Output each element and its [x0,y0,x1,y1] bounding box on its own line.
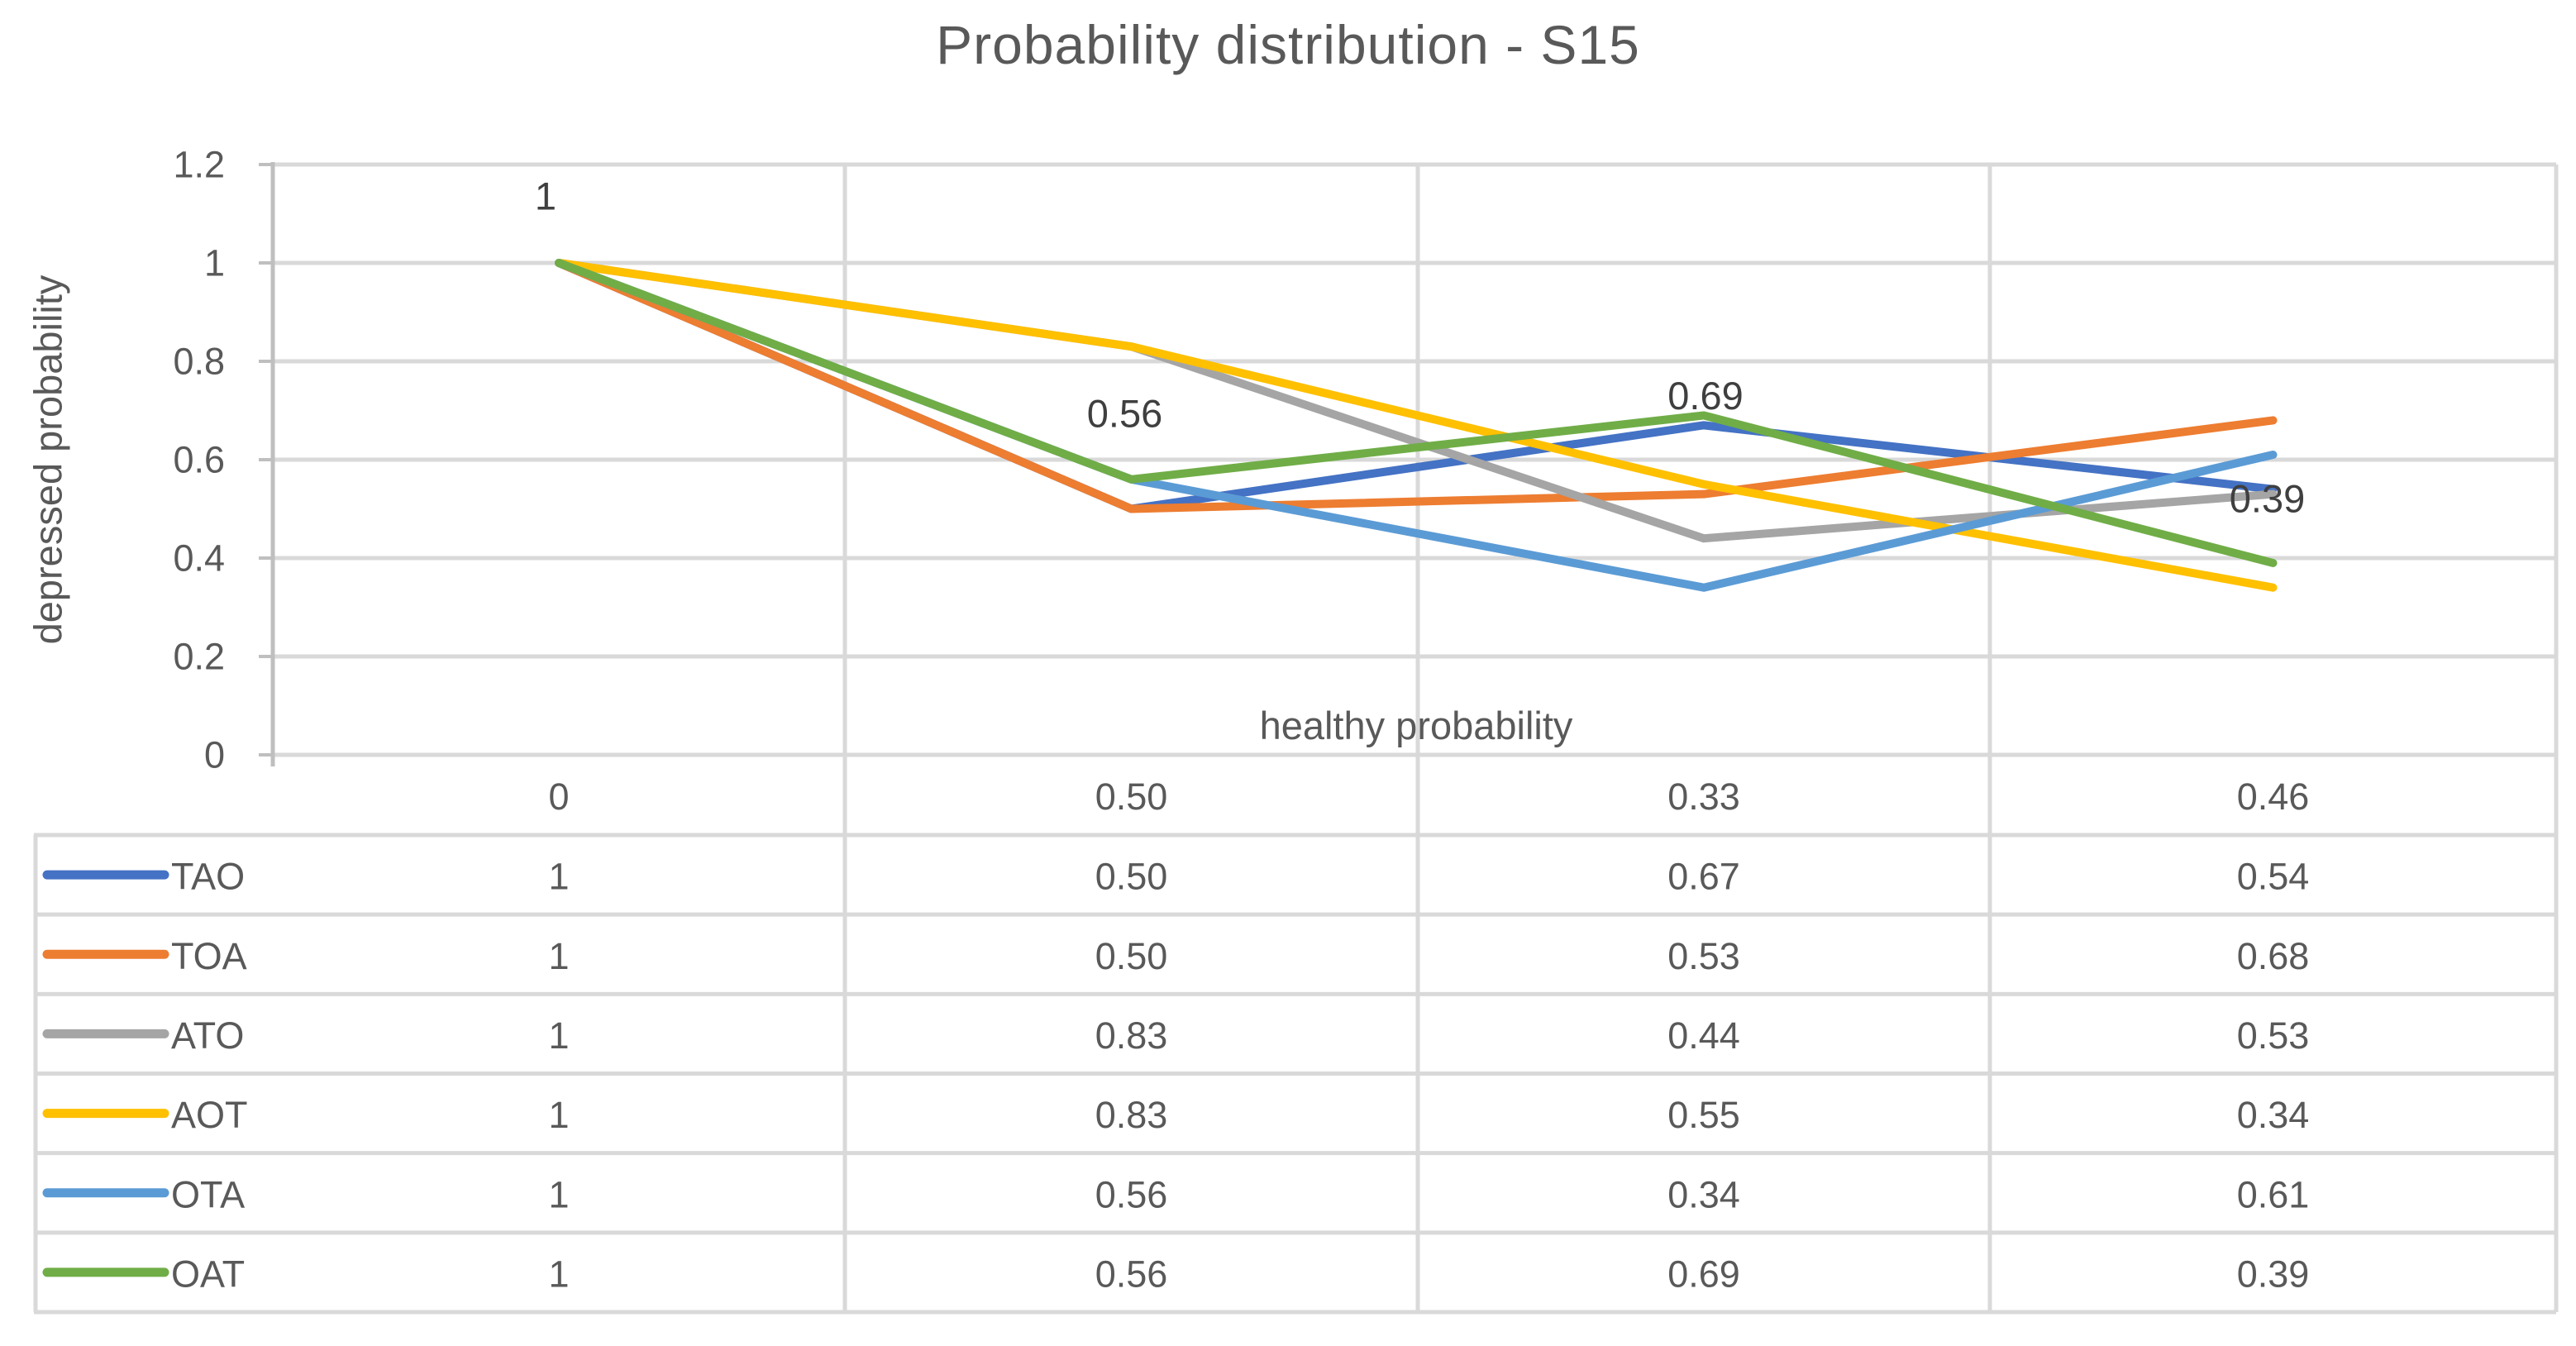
table-cell-OAT: 0.69 [1667,1253,1740,1295]
table-cell-TOA: 0.68 [2237,935,2310,977]
data-label-OAT: 0.69 [1667,374,1743,418]
y-tick-label: 0.6 [173,439,225,481]
category-label: 0.50 [1095,776,1168,818]
table-cell-AOT: 0.34 [2237,1094,2310,1136]
y-tick-label: 1 [204,242,225,284]
table-cell-TOA: 0.53 [1667,935,1740,977]
legend-label-OAT: OAT [171,1253,245,1295]
data-label-OAT: 0.56 [1087,391,1162,435]
table-cell-ATO: 1 [548,1014,569,1057]
table-cell-OAT: 1 [548,1253,569,1295]
table-cell-TOA: 1 [548,935,569,977]
legend-label-AOT: AOT [171,1094,248,1136]
table-cell-AOT: 0.55 [1667,1094,1740,1136]
y-tick-label: 0 [204,734,225,776]
table-cell-TAO: 0.54 [2237,856,2310,898]
series-line-AOT [555,259,2278,592]
chart-title: Probability distribution - S15 [936,14,1640,75]
series-line-TOA [555,259,2278,513]
table-cell-ATO: 0.53 [2237,1014,2310,1057]
table-cell-OTA: 0.34 [1667,1173,1740,1215]
table-cell-TAO: 1 [548,856,569,898]
legend-label-ATO: ATO [171,1014,244,1057]
table-cell-OTA: 0.56 [1095,1173,1168,1215]
table-cell-AOT: 0.83 [1095,1094,1168,1136]
data-label-OAT: 0.39 [2230,476,2305,520]
y-tick-label: 0.4 [173,537,225,580]
series-line-OAT [555,259,2278,567]
category-label: 0.33 [1667,776,1740,818]
table-cell-TAO: 0.50 [1095,856,1168,898]
table-cell-ATO: 0.83 [1095,1014,1168,1057]
table-cell-OAT: 0.39 [2237,1253,2310,1295]
table-cell-TAO: 0.67 [1667,856,1740,898]
y-tick-label: 0.2 [173,636,225,678]
y-tick-label: 0.8 [173,341,225,383]
table-cell-OTA: 0.61 [2237,1173,2310,1215]
y-tick-label: 1.2 [173,144,225,186]
legend-label-OTA: OTA [171,1173,245,1215]
legend-label-TAO: TAO [171,856,245,898]
legend-label-TOA: TOA [171,935,247,977]
table-cell-OAT: 0.56 [1095,1253,1168,1295]
table-cell-OTA: 1 [548,1173,569,1215]
table-cell-ATO: 0.44 [1667,1014,1740,1057]
category-label: 0.46 [2237,776,2310,818]
table-cell-TOA: 0.50 [1095,935,1168,977]
data-label-OAT: 1 [535,174,556,218]
category-label: 0 [548,776,569,818]
table-cell-AOT: 1 [548,1094,569,1136]
